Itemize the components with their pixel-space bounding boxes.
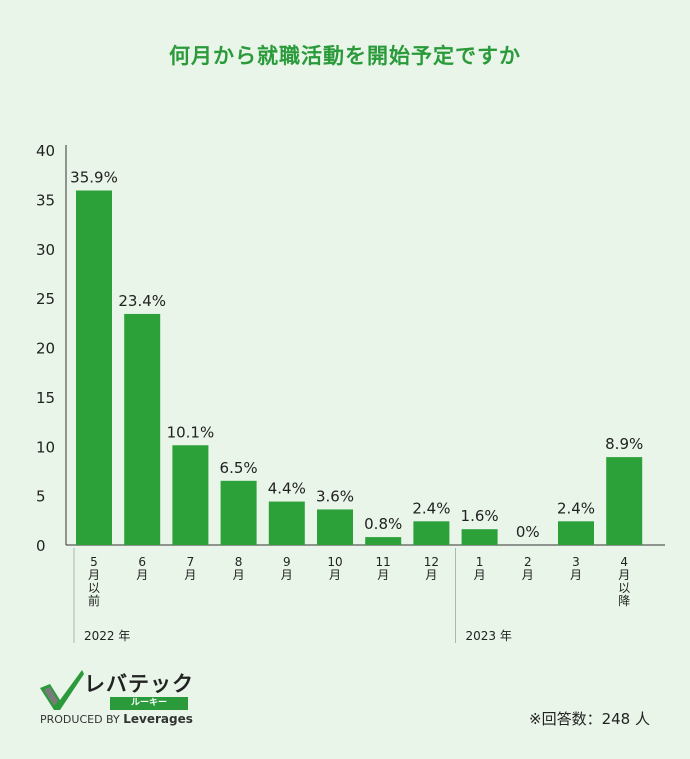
- produced-by-text: PRODUCED BY: [40, 713, 120, 726]
- bar: [317, 509, 353, 545]
- x-tick-label: 10: [327, 555, 342, 569]
- x-tick-label: 11: [376, 555, 391, 569]
- x-tick-label: 月: [522, 568, 534, 582]
- x-tick-label: 5: [90, 555, 98, 569]
- x-tick-label: 月: [474, 568, 486, 582]
- bar-value-label: 10.1%: [167, 423, 215, 441]
- levatech-logo: レバテック ルーキー PRODUCED BY Leverages: [40, 668, 200, 728]
- logo-subtitle: ルーキー: [110, 697, 188, 710]
- y-tick-label: 30: [36, 241, 55, 259]
- y-tick-label: 5: [36, 488, 46, 506]
- x-tick-label: 降: [618, 594, 630, 608]
- check-logo-icon: [40, 670, 84, 710]
- bar: [124, 313, 161, 545]
- x-tick-label: 8: [235, 555, 243, 569]
- y-tick-label: 20: [36, 340, 55, 358]
- bar-value-label: 0%: [516, 523, 540, 541]
- x-tick-label: 月: [88, 568, 100, 582]
- x-tick-label: 以: [618, 581, 630, 595]
- bar-value-label: 23.4%: [118, 292, 166, 310]
- x-tick-label: 月: [136, 568, 148, 582]
- x-tick-label: 前: [88, 593, 100, 608]
- x-tick-label: 月: [184, 568, 196, 582]
- bar: [220, 480, 257, 545]
- y-tick-label: 35: [36, 191, 55, 209]
- y-tick-label: 0: [36, 537, 46, 555]
- x-tick-label: 月: [618, 568, 630, 582]
- bar: [76, 190, 112, 546]
- bar: [365, 537, 402, 545]
- x-tick-label: 以: [88, 581, 100, 595]
- bar-value-label: 1.6%: [461, 507, 499, 525]
- x-tick-label: 2: [524, 555, 532, 569]
- bar-value-label: 35.9%: [70, 168, 118, 186]
- year-label: 2022 年: [84, 629, 130, 643]
- x-tick-label: 月: [425, 568, 437, 582]
- bar-value-label: 0.8%: [364, 515, 402, 533]
- logo-name: レバテック: [84, 672, 194, 696]
- logo-produced-by: PRODUCED BY Leverages: [40, 712, 193, 726]
- x-tick-label: 月: [570, 568, 582, 582]
- x-tick-label: 月: [233, 568, 245, 582]
- bar-value-label: 8.9%: [605, 435, 643, 453]
- bar: [461, 529, 498, 545]
- x-tick-label: 月: [377, 568, 389, 582]
- y-tick-label: 15: [36, 389, 55, 407]
- bar-value-label: 3.6%: [316, 487, 354, 505]
- x-tick-label: 12: [424, 555, 439, 569]
- y-tick-label: 40: [36, 142, 55, 160]
- x-tick-label: 月: [329, 568, 341, 582]
- bar-value-label: 2.4%: [557, 499, 595, 517]
- x-tick-label: 9: [283, 555, 291, 569]
- bar-chart: 051015202530354035.9%5月以前23.4%6月10.1%7月6…: [36, 142, 665, 643]
- bar: [172, 445, 209, 545]
- bar-value-label: 2.4%: [412, 499, 450, 517]
- x-tick-label: 3: [572, 555, 580, 569]
- x-tick-label: 月: [281, 568, 293, 582]
- x-tick-label: 1: [476, 555, 484, 569]
- bar: [413, 521, 450, 545]
- year-label: 2023 年: [466, 629, 512, 643]
- x-tick-label: 4: [620, 555, 628, 569]
- respondent-count: ※回答数：248 人: [529, 710, 650, 728]
- bar: [268, 501, 305, 545]
- bar: [558, 521, 594, 545]
- bar: [606, 457, 643, 545]
- bar-value-label: 4.4%: [268, 480, 306, 498]
- y-tick-label: 10: [36, 438, 55, 456]
- chart-title: 何月から就職活動を開始予定ですか: [169, 44, 521, 68]
- company-name: Leverages: [123, 712, 193, 726]
- bar-value-label: 6.5%: [220, 459, 258, 477]
- x-tick-label: 6: [138, 555, 146, 569]
- x-tick-label: 7: [187, 555, 195, 569]
- y-tick-label: 25: [36, 290, 55, 308]
